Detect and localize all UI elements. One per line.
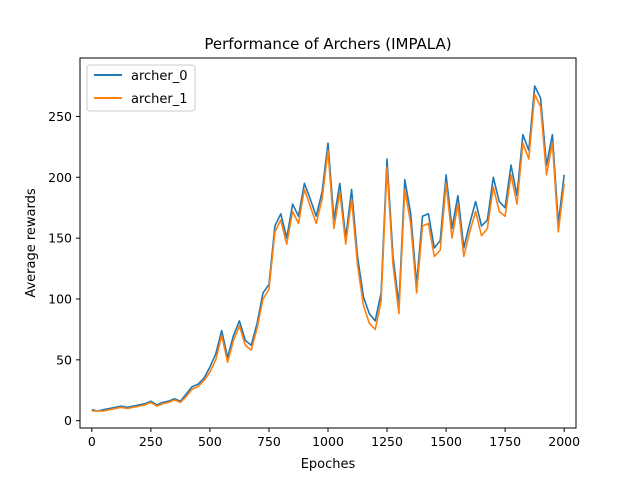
x-tick-label: 750 — [257, 434, 281, 449]
y-axis: 0 50 100 150 200 250 — [48, 109, 80, 428]
x-tick-label: 1250 — [371, 434, 403, 449]
y-tick-label: 150 — [48, 231, 72, 246]
series-lines — [91, 85, 565, 412]
x-axis: 0 250 500 750 1000 1250 1500 1750 2000 — [88, 428, 580, 449]
series-line-archer-0 — [91, 85, 565, 412]
x-tick-label: 1750 — [489, 434, 521, 449]
y-tick-label: 200 — [48, 170, 72, 185]
legend-label-archer-1: archer_1 — [131, 92, 188, 107]
x-tick-label: 500 — [198, 434, 222, 449]
y-tick-label: 250 — [48, 109, 72, 124]
x-tick-label: 1500 — [430, 434, 462, 449]
x-tick-label: 250 — [139, 434, 163, 449]
y-tick-label: 0 — [64, 413, 72, 428]
legend-box — [86, 64, 196, 112]
x-axis-label: Epoches — [301, 457, 356, 472]
x-tick-label: 1000 — [312, 434, 344, 449]
chart-title: Performance of Archers (IMPALA) — [204, 35, 451, 53]
x-tick-label: 0 — [88, 434, 96, 449]
legend-label-archer-0: archer_0 — [131, 69, 188, 84]
y-tick-label: 50 — [56, 352, 72, 367]
legend: archer_0 archer_1 — [86, 64, 196, 112]
series-line-archer-1 — [91, 93, 565, 412]
plot-area — [79, 57, 577, 429]
y-axis-label: Average rewards — [24, 188, 39, 298]
x-tick-label: 2000 — [548, 434, 580, 449]
y-tick-label: 100 — [48, 291, 72, 306]
